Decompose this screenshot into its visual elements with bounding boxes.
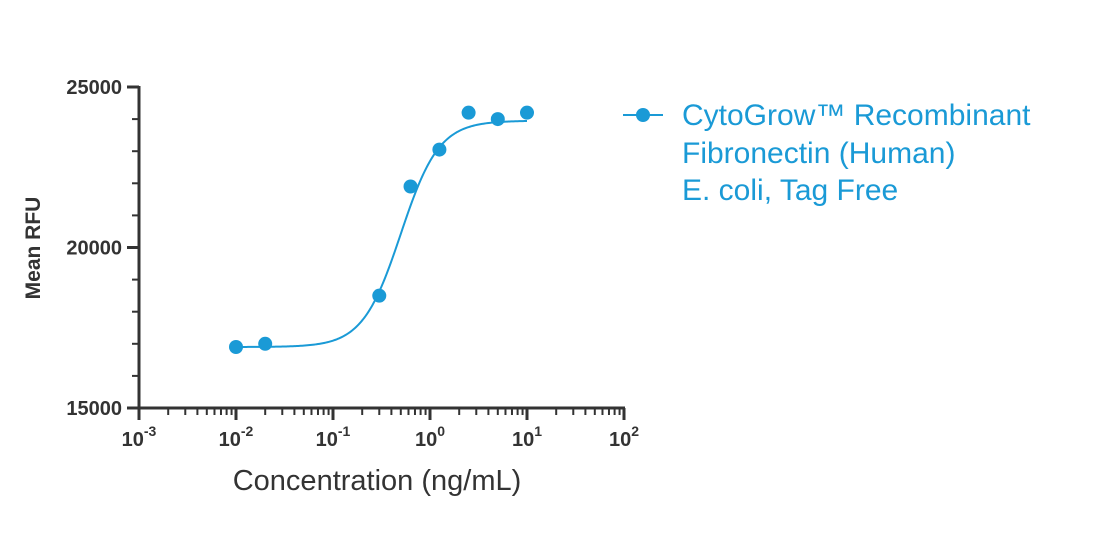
legend-label-line-2: Fibronectin (Human) [682, 137, 955, 170]
legend-label-line-1: CytoGrow™ Recombinant [682, 99, 1031, 132]
legend: CytoGrow™ Recombinant Fibronectin (Human… [623, 99, 1031, 207]
data-point [229, 340, 243, 355]
x-tick-label: 101 [512, 423, 542, 451]
fit-layer [236, 120, 528, 348]
fit-curve [236, 120, 528, 348]
legend-label-line-3: E. coli, Tag Free [682, 174, 898, 207]
data-point [403, 179, 418, 194]
data-point [520, 105, 534, 120]
axes: 15000 20000 25000 10-3 10-2 10-1 100 101 102 [66, 77, 639, 451]
data-point [372, 288, 387, 303]
x-tick-label: 10-2 [219, 423, 254, 451]
legend-marker [636, 108, 650, 122]
y-axis-title: Mean RFU [22, 197, 45, 300]
x-tick-label: 10-3 [122, 423, 157, 451]
y-tick-label: 25000 [66, 77, 122, 99]
data-point [258, 336, 273, 351]
points-layer [229, 105, 534, 355]
x-tick-label: 102 [609, 423, 639, 451]
data-point [432, 142, 447, 157]
data-point [461, 105, 476, 120]
x-axis-title: Concentration (ng/mL) [233, 465, 522, 497]
data-point [490, 112, 505, 127]
y-tick-label: 15000 [66, 398, 122, 420]
y-tick-label: 20000 [66, 238, 122, 260]
x-tick-label: 10-1 [316, 423, 351, 451]
x-tick-label: 100 [415, 423, 445, 451]
